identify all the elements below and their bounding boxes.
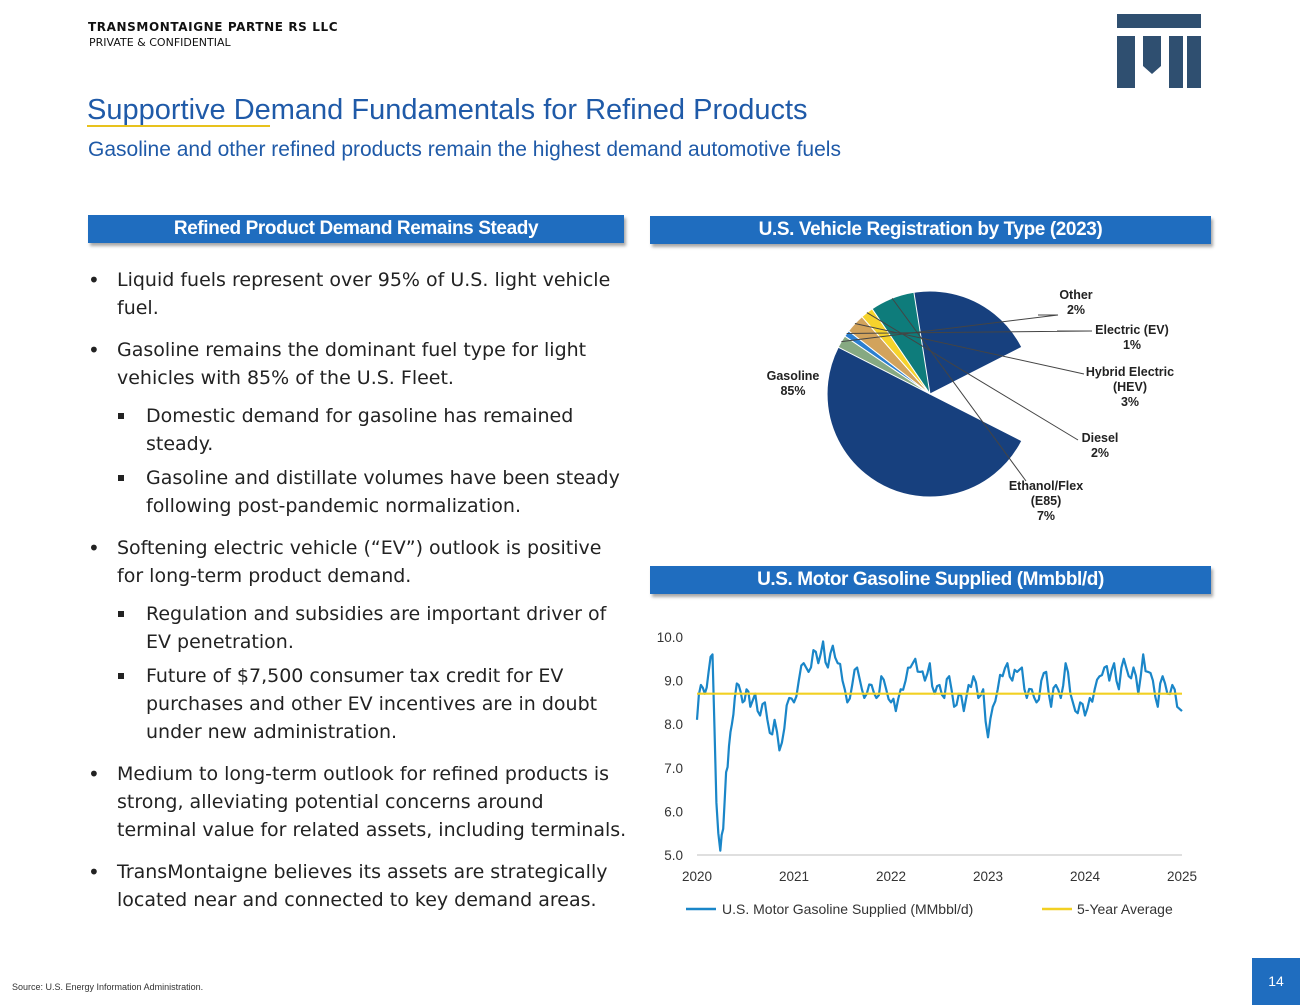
pie-panel-banner: U.S. Vehicle Registration by Type (2023) [650, 216, 1211, 244]
title-accent-line [87, 125, 270, 127]
sub-bullet-item: Gasoline and distillate volumes have bee… [88, 464, 628, 520]
x-tick-label: 2023 [973, 869, 1003, 884]
page-title: Supportive Demand Fundamentals for Refin… [87, 94, 808, 126]
x-axis-ticks: 2020 2021 2022 2023 2024 2025 [682, 869, 1197, 884]
page-subtitle: Gasoline and other refined products rema… [88, 138, 841, 161]
bullet-item: Softening electric vehicle (“EV”) outloo… [88, 534, 628, 590]
x-tick-label: 2022 [876, 869, 906, 884]
legend-label-average: 5-Year Average [1077, 901, 1173, 917]
pie-label: 1% [1123, 338, 1141, 352]
pie-label: Gasoline [767, 369, 820, 383]
sub-bullet-item: Regulation and subsidies are important d… [88, 600, 628, 656]
page-number: 14 [1252, 958, 1300, 1005]
pie-leader-line [846, 330, 1093, 334]
y-axis-ticks: 5.0 6.0 7.0 8.0 9.0 10.0 [657, 630, 683, 863]
pie-leader-line [854, 323, 1085, 375]
company-logo-icon [1117, 14, 1201, 88]
pie-label: 2% [1091, 446, 1109, 460]
company-name: TRANSMONTAIGNE PARTNE RS LLC [88, 20, 339, 34]
pie-label: (HEV) [1113, 380, 1147, 394]
pie-label: Electric (EV) [1095, 323, 1169, 337]
source-footnote: Source: U.S. Energy Information Administ… [12, 982, 204, 992]
x-tick-label: 2021 [779, 869, 809, 884]
legend-label-gasoline: U.S. Motor Gasoline Supplied (MMbbl/d) [722, 901, 973, 917]
y-tick-label: 10.0 [657, 630, 683, 645]
pie-label: Ethanol/Flex [1009, 479, 1083, 493]
bullet-item: Medium to long-term outlook for refined … [88, 760, 628, 844]
y-tick-label: 9.0 [664, 674, 683, 689]
series-line-gasoline-supplied [695, 640, 1183, 852]
bullet-item: TransMontaigne believes its assets are s… [88, 858, 628, 914]
y-tick-label: 6.0 [664, 804, 683, 819]
y-tick-label: 7.0 [664, 761, 683, 776]
bullet-item: Liquid fuels represent over 95% of U.S. … [88, 266, 628, 322]
x-tick-label: 2020 [682, 869, 712, 884]
pie-label: Diesel [1082, 431, 1119, 445]
x-tick-label: 2024 [1070, 869, 1101, 884]
x-tick-label: 2025 [1167, 869, 1197, 884]
pie-label: 3% [1121, 395, 1139, 409]
gasoline-supplied-line-chart: 5.0 6.0 7.0 8.0 9.0 10.0 2020 2021 2022 2023 2024… [657, 630, 1197, 917]
pie-label: Other [1059, 288, 1092, 302]
sub-bullet-item: Domestic demand for gasoline has remaine… [88, 402, 628, 458]
pie-label: Hybrid Electric [1086, 365, 1174, 379]
bullet-item: Gasoline remains the dominant fuel type … [88, 336, 628, 392]
line-panel-banner: U.S. Motor Gasoline Supplied (Mmbbl/d) [650, 566, 1211, 594]
bullet-list: Liquid fuels represent over 95% of U.S. … [88, 266, 628, 928]
left-panel-banner: Refined Product Demand Remains Steady [88, 215, 624, 243]
pie-label: 85% [780, 384, 805, 398]
pie-leader-line [891, 297, 1027, 482]
chart-legend: U.S. Motor Gasoline Supplied (MMbbl/d) 5… [686, 901, 1173, 917]
pie-label: (E85) [1031, 494, 1062, 508]
y-tick-label: 5.0 [664, 848, 683, 863]
y-tick-label: 8.0 [664, 717, 683, 732]
pie-leader-line [866, 312, 1079, 441]
pie-leader-lines [841, 297, 1093, 482]
pie-slices [826, 290, 1023, 498]
sub-bullet-item: Future of $7,500 consumer tax credit for… [88, 662, 628, 746]
pie-label: 2% [1067, 303, 1085, 317]
pie-label: 7% [1037, 509, 1055, 523]
confidentiality-label: PRIVATE & CONFIDENTIAL [89, 36, 231, 49]
